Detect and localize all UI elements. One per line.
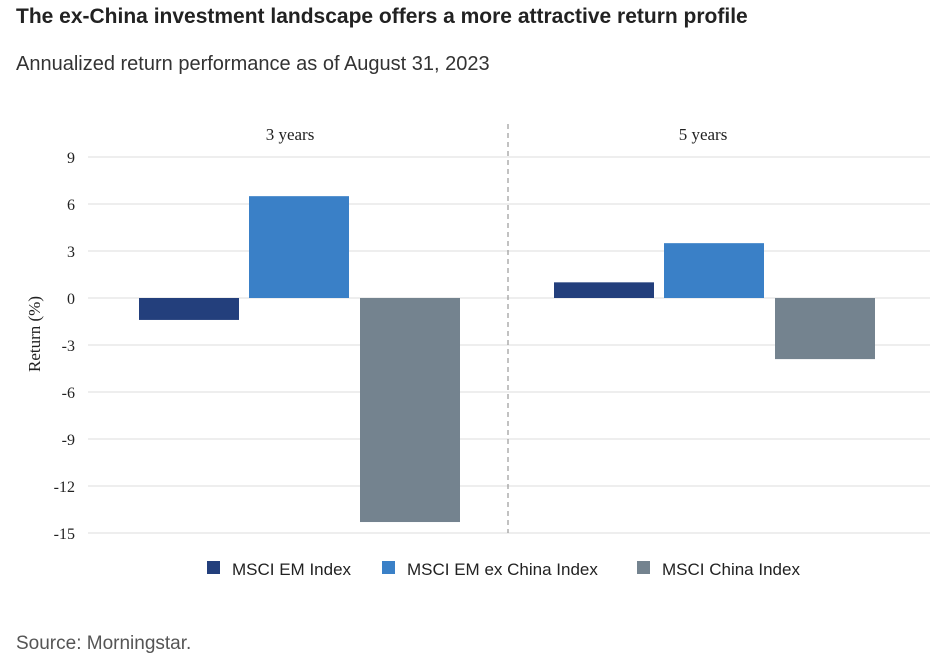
chart-title: The ex-China investment landscape offers… bbox=[16, 5, 748, 28]
y-tick-label: 9 bbox=[67, 150, 75, 167]
bar-chart: 9 6 3 0 -3 -6 -9 -12 -15 3 years 5 years Return (… bbox=[25, 124, 930, 579]
panel-label: 3 years bbox=[266, 125, 315, 144]
panel-labels: 3 years 5 years bbox=[266, 125, 728, 144]
bar bbox=[139, 298, 239, 320]
bars bbox=[139, 196, 875, 523]
legend-swatch bbox=[382, 561, 395, 574]
legend-label: MSCI China Index bbox=[662, 560, 800, 579]
y-tick-label: 3 bbox=[67, 244, 75, 261]
bar bbox=[249, 196, 349, 298]
y-tick-label: -9 bbox=[62, 432, 75, 449]
bar bbox=[775, 298, 875, 360]
source-note: Source: Morningstar. bbox=[16, 633, 192, 654]
gridlines bbox=[88, 156, 930, 534]
chart-subtitle: Annualized return performance as of Augu… bbox=[16, 53, 490, 75]
y-tick-label: -6 bbox=[62, 385, 75, 402]
legend-label: MSCI EM Index bbox=[232, 560, 352, 579]
legend: MSCI EM Index MSCI EM ex China Index MSCI … bbox=[207, 560, 800, 579]
legend-swatch bbox=[207, 561, 220, 574]
y-axis-label: Return (%) bbox=[25, 296, 44, 372]
bar bbox=[360, 298, 460, 523]
panel-label: 5 years bbox=[679, 125, 728, 144]
legend-swatch bbox=[637, 561, 650, 574]
y-tick-label: -3 bbox=[62, 338, 75, 355]
y-axis-ticks: 9 6 3 0 -3 -6 -9 -12 -15 bbox=[54, 150, 75, 543]
bar bbox=[554, 282, 654, 298]
bar bbox=[664, 243, 764, 298]
legend-label: MSCI EM ex China Index bbox=[407, 560, 598, 579]
y-tick-label: 0 bbox=[67, 291, 75, 308]
y-tick-label: 6 bbox=[67, 197, 75, 214]
y-tick-label: -15 bbox=[54, 526, 75, 543]
y-tick-label: -12 bbox=[54, 479, 75, 496]
